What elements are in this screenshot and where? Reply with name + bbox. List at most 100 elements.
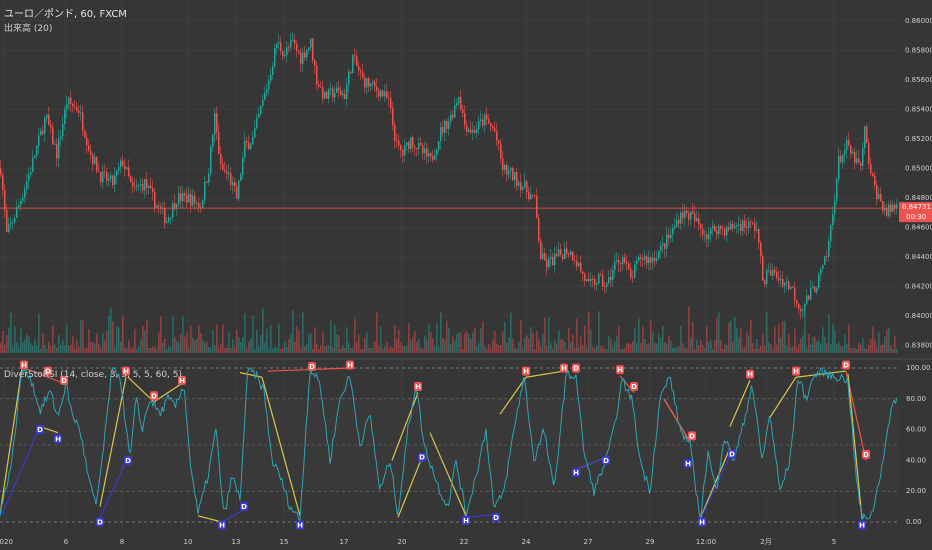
candle-body — [124, 165, 126, 170]
volume-bar — [882, 344, 884, 353]
volume-bar — [438, 346, 440, 353]
candle-body — [380, 90, 382, 97]
time-axis[interactable]: 2020 6 8 10 13 15 17 20 22 24 27 29 12:00 2月 5 — [0, 538, 836, 546]
volume-bar — [420, 347, 422, 353]
candle-body — [654, 257, 656, 262]
candle-body — [16, 207, 18, 218]
volume-bar — [796, 347, 798, 353]
volume-bar — [360, 348, 362, 353]
volume-bar — [768, 342, 770, 353]
volume-bar — [816, 341, 818, 353]
volume-bar — [752, 343, 754, 353]
candle-body — [336, 87, 338, 93]
candle-body — [414, 146, 416, 149]
volume-bar — [810, 345, 812, 353]
candle-body — [530, 194, 532, 200]
volume-bar — [738, 337, 740, 353]
divergence-marker: H — [54, 434, 62, 444]
price-candles[interactable] — [0, 31, 898, 320]
candle-body — [272, 66, 274, 75]
oscillator-line[interactable] — [0, 366, 898, 522]
volume-bar — [884, 336, 886, 353]
volume-bar — [62, 339, 64, 353]
candle-body — [622, 257, 624, 265]
candle-body — [864, 126, 866, 149]
candle-body — [276, 43, 278, 48]
divergence-line — [429, 432, 467, 517]
marker-badge — [418, 452, 426, 462]
candle-body — [722, 228, 724, 230]
volume-bar — [484, 346, 486, 353]
volume-bar — [596, 346, 598, 353]
candle-body — [368, 78, 370, 87]
candle-body — [402, 150, 404, 156]
volume-bar — [772, 348, 774, 353]
volume-bar — [716, 317, 718, 353]
price-axis[interactable]: 0.86000 0.85800 0.85600 0.85400 0.85200 0.850… — [905, 17, 932, 350]
volume-bar — [114, 346, 116, 353]
volume-bar — [826, 343, 828, 353]
candle-body — [38, 135, 40, 146]
divergence-marker: D — [60, 375, 68, 385]
candle-body — [270, 74, 272, 81]
oscillator-axis[interactable]: 100.00 80.00 60.00 40.00 20.00 0.00 — [906, 364, 931, 526]
candle-body — [334, 92, 336, 98]
osc-tick-label: 20.00 — [906, 487, 926, 495]
volume-bar — [286, 346, 288, 353]
candle-body — [18, 205, 20, 208]
volume-bar — [372, 347, 374, 353]
volume-bar — [76, 339, 78, 353]
volume-bar — [762, 333, 764, 353]
divergence-marker: H — [122, 366, 130, 376]
candle-body — [274, 47, 276, 67]
symbol-title[interactable]: ユーロ／ポンド, 60, FXCM — [4, 8, 127, 20]
candle-body — [758, 229, 760, 243]
candle-body — [862, 148, 864, 166]
volume-bar — [412, 337, 414, 353]
candle-body — [846, 140, 848, 150]
volume-bar — [806, 348, 808, 353]
marker-label: D — [689, 432, 695, 440]
time-tick-label: 29 — [646, 538, 655, 546]
divergence-line — [197, 515, 223, 523]
volume-bar — [156, 348, 158, 353]
candle-body — [160, 206, 162, 209]
divergence-marker: H — [296, 520, 304, 530]
candle-body — [502, 158, 504, 170]
volume-bar — [650, 320, 652, 353]
candle-body — [256, 117, 258, 128]
volume-legend[interactable]: 出来高 (20) — [4, 22, 52, 34]
candle-body — [836, 179, 838, 202]
candle-body — [190, 194, 192, 206]
marker-label: D — [37, 426, 43, 434]
volume-bar — [688, 306, 690, 353]
volume-bar — [88, 329, 90, 353]
candle-body — [104, 171, 106, 173]
volume-bar — [224, 348, 226, 353]
candle-body — [800, 308, 802, 312]
volume-bar — [468, 334, 470, 353]
candle-body — [120, 160, 122, 168]
marker-badge — [572, 363, 580, 373]
candle-body — [650, 257, 652, 263]
volume-bar — [342, 345, 344, 353]
candle-body — [404, 145, 406, 156]
candle-body — [598, 274, 600, 284]
volume-bar — [766, 311, 768, 353]
marker-badge — [746, 369, 754, 379]
volume-bar — [858, 342, 860, 353]
volume-bar — [322, 331, 324, 353]
candle-body — [350, 71, 352, 74]
volume-bar — [818, 339, 820, 353]
volume-bar — [306, 343, 308, 353]
candle-body — [218, 132, 220, 154]
candle-body — [298, 50, 300, 53]
volume-bar — [446, 320, 448, 353]
volume-bar — [522, 347, 524, 353]
marker-label: D — [309, 363, 315, 371]
volume-bar — [552, 348, 554, 353]
candle-body — [858, 158, 860, 163]
divergence-line — [701, 450, 733, 517]
candle-body — [328, 88, 330, 99]
indicator-legend[interactable]: DiverStoRSI (14, close, 3, 3, 5, 5, 60, … — [4, 370, 182, 380]
